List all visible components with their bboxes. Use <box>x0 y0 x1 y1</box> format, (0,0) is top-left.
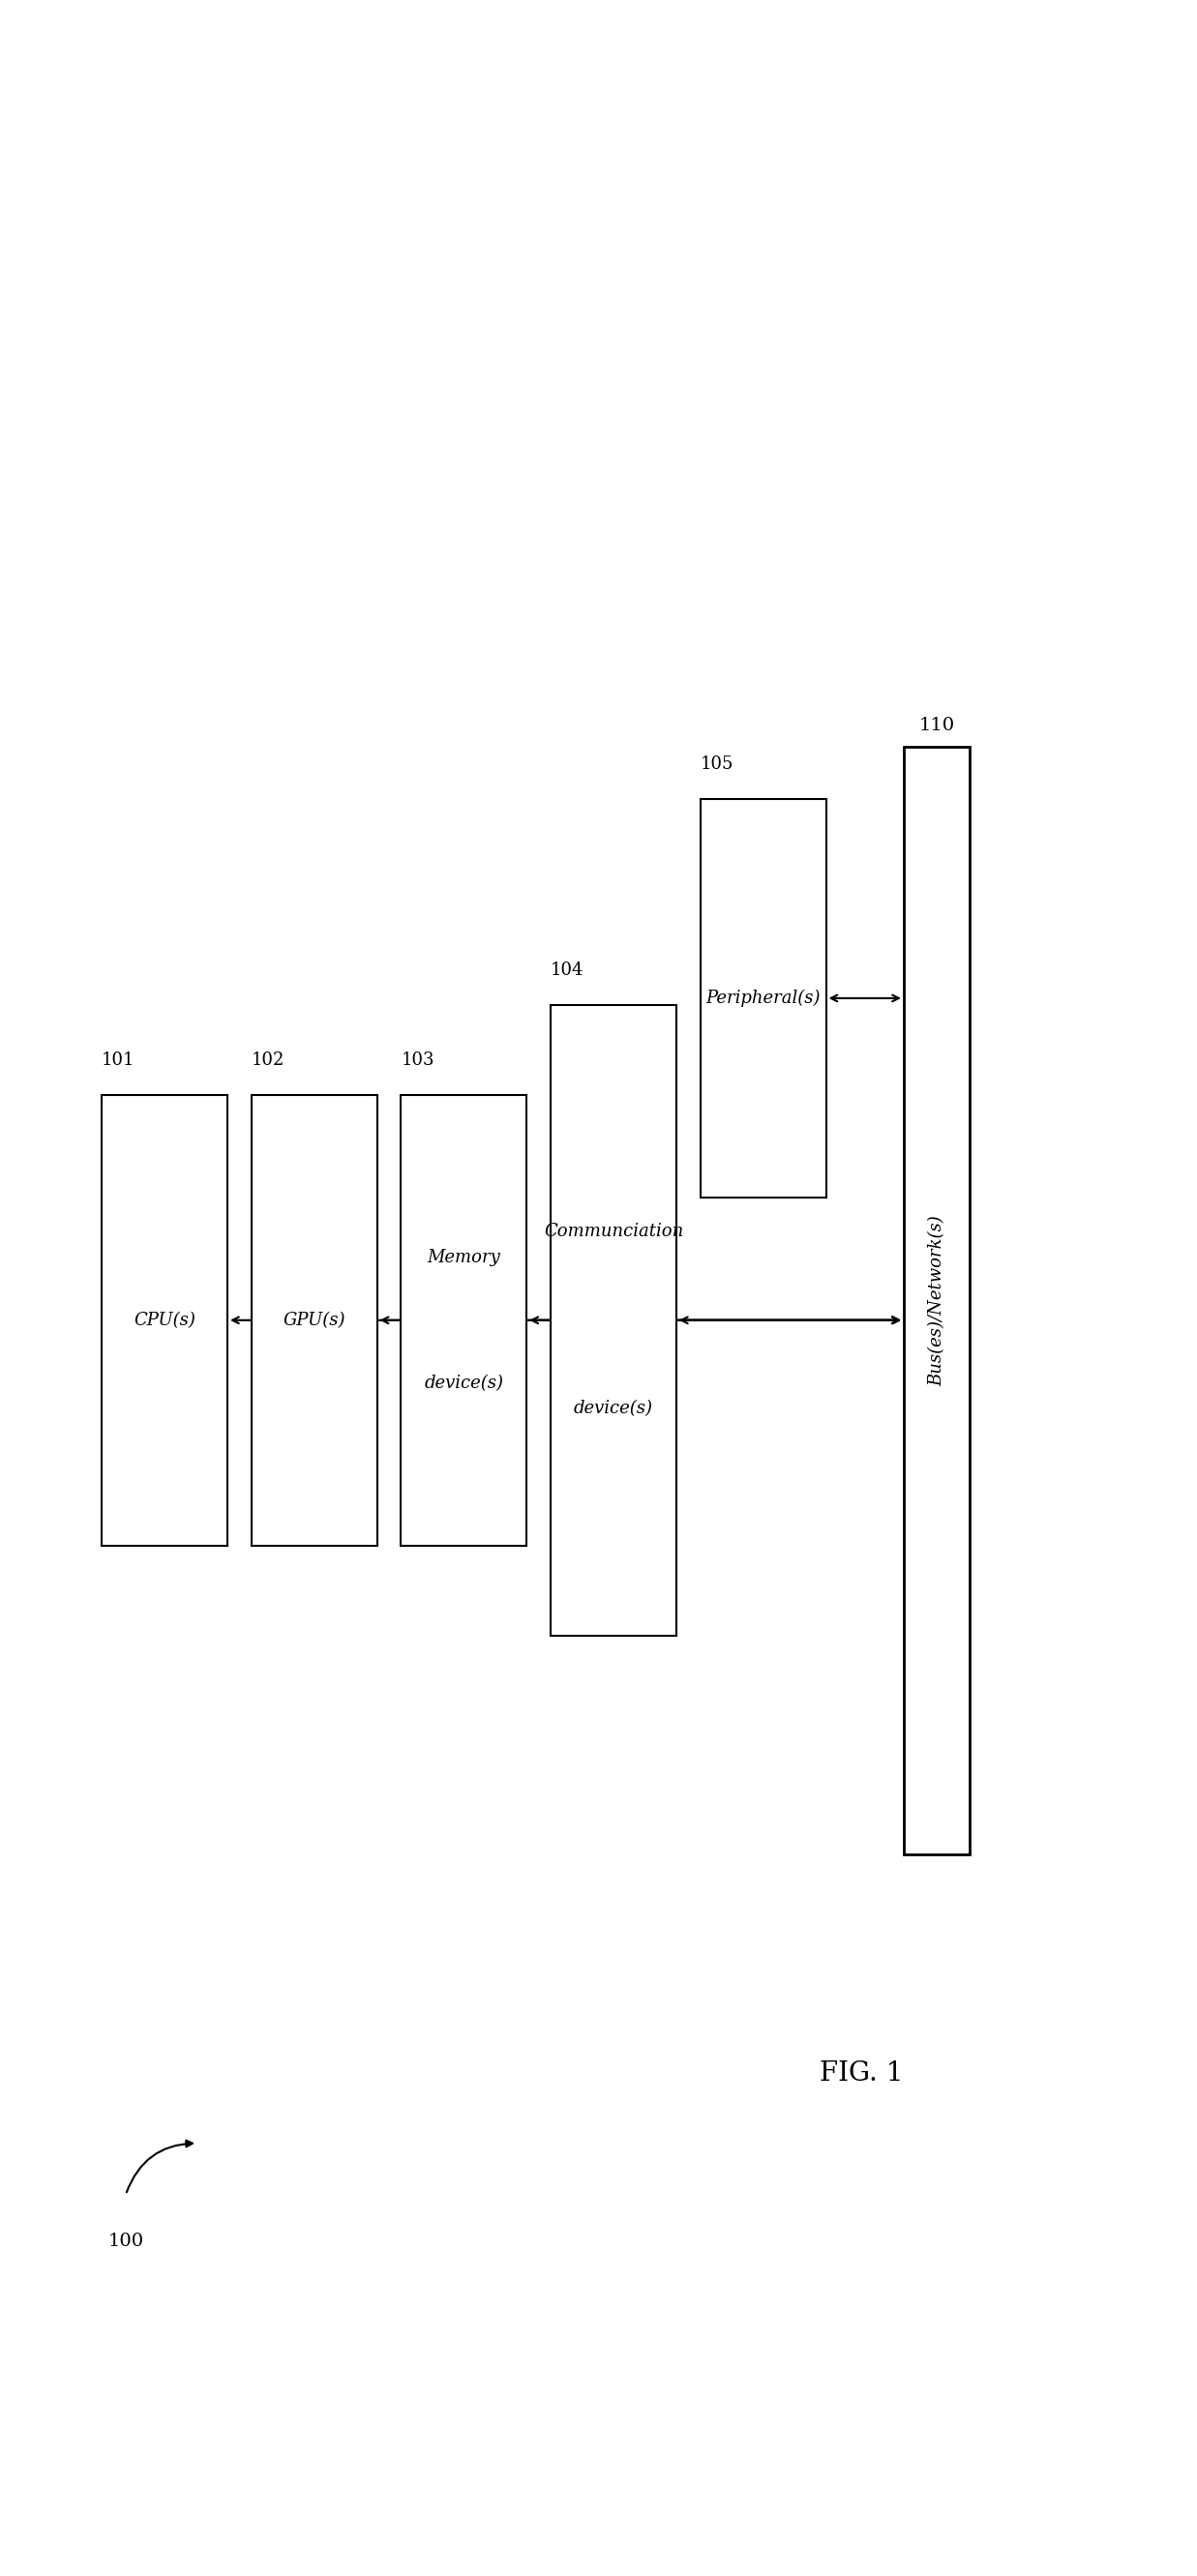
Text: Peripheral(s): Peripheral(s) <box>706 989 820 1007</box>
Text: 110: 110 <box>918 716 955 734</box>
Text: 101: 101 <box>102 1051 135 1069</box>
Text: 100: 100 <box>108 2233 144 2249</box>
Bar <box>551 1005 676 1636</box>
Text: device(s): device(s) <box>424 1376 504 1391</box>
Text: CPU(s): CPU(s) <box>134 1311 195 1329</box>
Bar <box>102 1095 227 1546</box>
Text: GPU(s): GPU(s) <box>282 1311 346 1329</box>
Text: device(s): device(s) <box>573 1399 654 1417</box>
Bar <box>904 747 970 1855</box>
Text: Communciation: Communciation <box>543 1224 683 1242</box>
Text: FIG. 1: FIG. 1 <box>820 2061 904 2087</box>
Bar <box>401 1095 527 1546</box>
Text: 105: 105 <box>700 755 734 773</box>
Text: Bus(es)/Network(s): Bus(es)/Network(s) <box>928 1216 946 1386</box>
Text: 104: 104 <box>551 961 584 979</box>
Text: Memory: Memory <box>427 1249 500 1265</box>
Text: 103: 103 <box>401 1051 435 1069</box>
Bar <box>700 799 826 1198</box>
Bar <box>251 1095 377 1546</box>
Text: 102: 102 <box>251 1051 285 1069</box>
